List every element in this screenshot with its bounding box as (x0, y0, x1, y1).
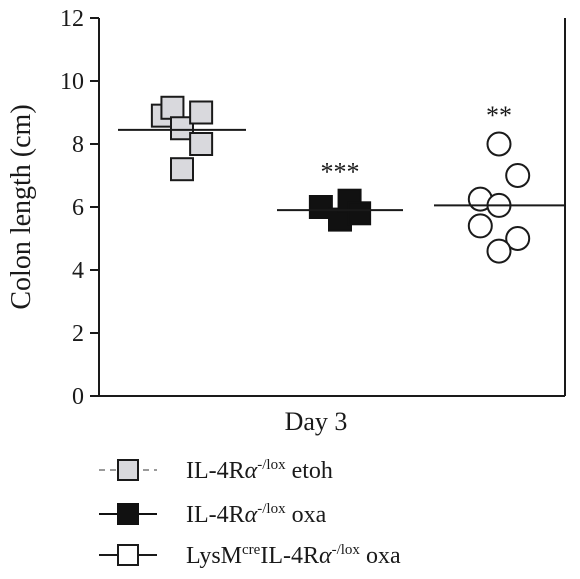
legend-square-marker (117, 503, 139, 525)
data-point-square (189, 132, 214, 156)
y-tick-label: 0 (72, 384, 84, 410)
legend-label: IL-4Rα-/lox etoh (186, 457, 333, 484)
y-tick-label: 2 (72, 321, 84, 347)
data-point-square (308, 195, 333, 219)
legend-item: IL-4Rα-/lox etoh (99, 457, 333, 484)
y-tick-label: 6 (72, 195, 84, 221)
data-point-square (170, 116, 194, 141)
data-point-square (170, 157, 194, 182)
legend-square-marker (117, 459, 139, 481)
legend-item: LysMcreIL-4Rα-/lox oxa (99, 542, 401, 569)
data-point-circle (505, 163, 531, 188)
chart-marks: ***** (118, 95, 564, 264)
data-point-square (160, 95, 185, 120)
legend-label: IL-4Rα-/lox oxa (186, 501, 327, 528)
data-point-circle (486, 238, 512, 264)
y-axis-title: Colon length (cm) (6, 104, 37, 309)
y-tick-label: 4 (72, 258, 84, 284)
data-point-square (347, 201, 372, 226)
data-point-circle (467, 213, 493, 239)
chart-axes: 0 2 4 6 8 10 12 Colon length (cm) Day 3 (6, 6, 566, 436)
y-tick-label: 10 (60, 69, 84, 95)
legend-open-marker (117, 544, 139, 566)
data-point-circle (505, 226, 531, 251)
data-point-circle (486, 131, 512, 157)
y-tick-label: 8 (72, 132, 84, 158)
significance-label: *** (321, 158, 360, 187)
significance-label: ** (486, 101, 512, 130)
y-tick-label: 12 (60, 6, 84, 32)
chart-legend: IL-4Rα-/lox etoh IL-4Rα-/lox oxa LysMcreIL… (99, 457, 401, 569)
legend-item: IL-4Rα-/lox oxa (99, 501, 327, 528)
legend-label: LysMcreIL-4Rα-/lox oxa (186, 542, 401, 569)
x-category-label: Day 3 (285, 407, 348, 436)
data-point-square (189, 100, 214, 125)
